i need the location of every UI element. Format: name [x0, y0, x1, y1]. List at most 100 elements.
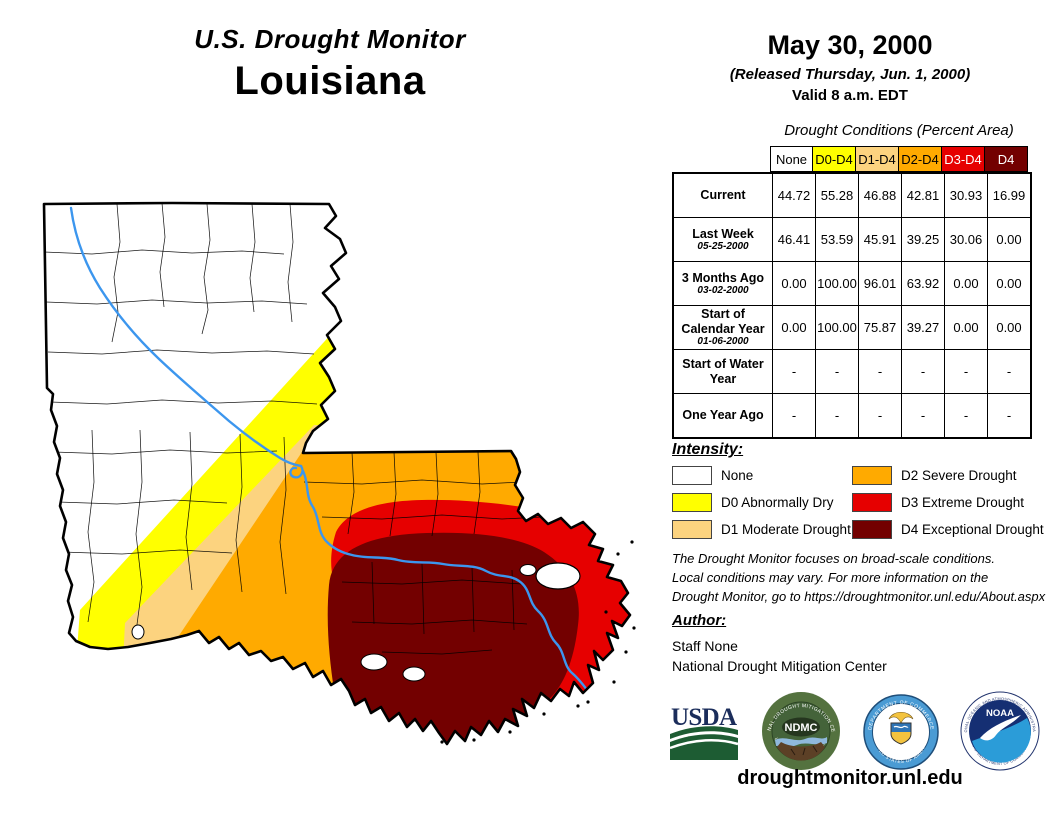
legend-item: D3 Extreme Drought	[852, 493, 1044, 512]
legend-item: D4 Exceptional Drought	[852, 520, 1044, 539]
table-cell: -	[772, 394, 815, 437]
red-river	[69, 206, 303, 468]
date-block: May 30, 2000 (Released Thursday, Jun. 1,…	[660, 30, 1040, 104]
table-cell: 39.27	[901, 306, 944, 349]
agency-logos: USDA NATIONAL DROUGHT MITIGATION CENTER …	[668, 690, 1040, 772]
table-cell: -	[772, 350, 815, 393]
table-row-label: Start of Water Year	[682, 357, 764, 386]
table-cell: 16.99	[987, 174, 1030, 217]
drought-map	[22, 182, 637, 782]
author-org: National Drought Mitigation Center	[672, 658, 887, 674]
legend-label: D2 Severe Drought	[901, 468, 1017, 483]
table-row-label: 3 Months Ago 03-02-2000	[681, 270, 765, 296]
title-block: U.S. Drought Monitor Louisiana	[0, 24, 660, 104]
table-cell: 30.93	[944, 174, 987, 217]
table-cell: -	[901, 394, 944, 437]
table-cell: 0.00	[987, 218, 1030, 261]
legend-item: D0 Abnormally Dry	[672, 493, 852, 512]
parish-boundaries	[44, 203, 543, 655]
table-col-header: D1-D4	[856, 146, 899, 172]
legend-swatch	[852, 466, 892, 485]
legend-swatch	[672, 520, 712, 539]
table-row: Current 44.72 55.28 46.88 42.81 30.93 16.99	[674, 174, 1030, 217]
legend-swatch	[672, 493, 712, 512]
table-cell: -	[815, 350, 858, 393]
table-cell: -	[858, 394, 901, 437]
table-row: Start of Calendar Year 01-06-2000 0.00 100.…	[674, 305, 1030, 349]
rivers	[69, 206, 599, 712]
table-row: Start of Water Year - - - - - -	[674, 349, 1030, 393]
usda-logo: USDA	[669, 704, 739, 760]
legend-col-1: None D0 Abnormally Dry D1 Moderate Drought	[672, 466, 852, 547]
table-cell: 0.00	[987, 306, 1030, 349]
table-row: Last Week 05-25-2000 46.41 53.59 45.91 39.25 3…	[674, 217, 1030, 261]
table-cell: 75.87	[858, 306, 901, 349]
table-body: Current 44.72 55.28 46.88 42.81 30.93 16.99 Las…	[672, 172, 1032, 439]
table-cell: 0.00	[944, 262, 987, 305]
lakes	[131, 562, 581, 682]
legend-label: D3 Extreme Drought	[901, 495, 1025, 510]
lake-maurepas	[519, 564, 537, 576]
author-block: Author: Staff None National Drought Miti…	[672, 612, 1052, 674]
table-cell: 44.72	[772, 174, 815, 217]
noaa-logo: NATIONAL OCEANIC AND ATMOSPHERIC ADMINIS…	[960, 691, 1040, 771]
legend-label: D1 Moderate Drought	[721, 522, 851, 537]
table-cell: -	[901, 350, 944, 393]
eagle-icon	[888, 711, 913, 724]
table-row-label: Current	[700, 188, 746, 203]
table-col-header: D3-D4	[942, 146, 985, 172]
grand-lake	[360, 653, 388, 671]
drought-conditions-table: None D0-D4 D1-D4 D2-D4 D3-D4 D4 Current 44.72 5…	[672, 146, 1032, 439]
table-row: 3 Months Ago 03-02-2000 0.00 100.00 96.01 63.…	[674, 261, 1030, 305]
legend-item: D2 Severe Drought	[852, 466, 1044, 485]
table-header-row: None D0-D4 D1-D4 D2-D4 D3-D4 D4	[770, 146, 1032, 172]
lake-pontchartrain	[535, 562, 581, 590]
noaa-logo-text: NOAA	[986, 708, 1014, 719]
legend-label: D4 Exceptional Drought	[901, 522, 1044, 537]
table-cell: -	[944, 350, 987, 393]
table-cell: 0.00	[772, 262, 815, 305]
table-cell: -	[987, 350, 1030, 393]
table-cell: 42.81	[901, 174, 944, 217]
valid-time: Valid 8 a.m. EDT	[792, 87, 908, 104]
ndmc-logo-text: NDMC	[785, 722, 818, 734]
table-cell: -	[858, 350, 901, 393]
table-caption: Drought Conditions (Percent Area)	[784, 122, 1014, 139]
calcasieu-lake	[131, 624, 145, 640]
intensity-heading: Intensity:	[672, 441, 744, 458]
gull-icon	[979, 715, 1021, 741]
author-name: Staff None	[672, 638, 738, 654]
table-cell: 55.28	[815, 174, 858, 217]
ndmc-logo: NATIONAL DROUGHT MITIGATION CENTER UNIVE…	[761, 691, 841, 770]
legend-swatch	[672, 466, 712, 485]
table-col-header: D0-D4	[813, 146, 856, 172]
louisiana-map-svg	[42, 201, 636, 746]
table-row: One Year Ago - - - - - -	[674, 393, 1030, 437]
table-cell: 45.91	[858, 218, 901, 261]
table-cell: 46.41	[772, 218, 815, 261]
table-cell: 100.00	[815, 262, 858, 305]
table-cell: 0.00	[944, 306, 987, 349]
author-heading: Author:	[672, 612, 727, 629]
commerce-logo: DEPARTMENT OF COMMERCE UNITED STATES OF …	[862, 694, 939, 770]
app-title: U.S. Drought Monitor	[194, 24, 466, 54]
intensity-legend: Intensity: None D0 Abnormally Dry D1 Moder…	[672, 441, 1044, 547]
table-col-header: None	[770, 146, 813, 172]
table-cell: 46.88	[858, 174, 901, 217]
table-cell: -	[815, 394, 858, 437]
table-cell: 63.92	[901, 262, 944, 305]
legend-item: None	[672, 466, 852, 485]
legend-label: None	[721, 468, 754, 483]
marsh-speckles	[440, 540, 636, 744]
table-cell: -	[944, 394, 987, 437]
table-cell: -	[987, 394, 1030, 437]
table-cell: 0.00	[772, 306, 815, 349]
table-row-label: Last Week 05-25-2000	[692, 226, 754, 252]
legend-col-2: D2 Severe Drought D3 Extreme Drought D4 Ex…	[852, 466, 1044, 547]
table-col-header: D4	[985, 146, 1028, 172]
table-cell: 100.00	[815, 306, 858, 349]
state-title: Louisiana	[234, 59, 426, 103]
table-cell: 53.59	[815, 218, 858, 261]
release-info: (Released Thursday, Jun. 1, 2000)	[729, 66, 971, 83]
